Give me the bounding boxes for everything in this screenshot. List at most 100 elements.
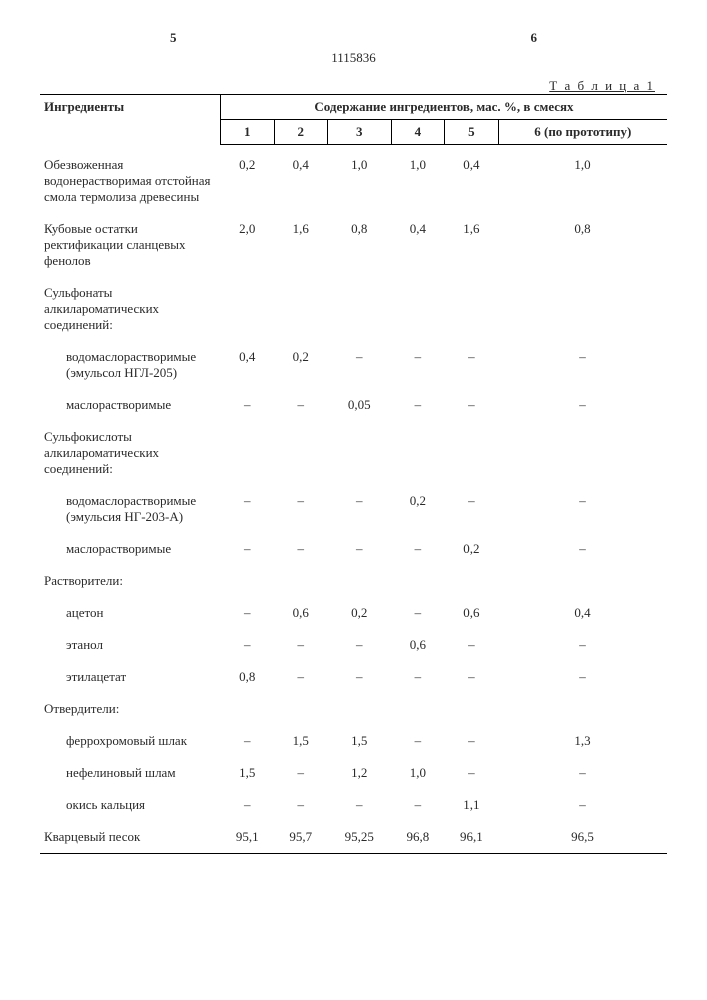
value-cell bbox=[498, 273, 667, 337]
value-cell: 0,6 bbox=[274, 593, 328, 625]
value-cell: – bbox=[498, 753, 667, 785]
document-number: 1115836 bbox=[40, 50, 667, 66]
value-cell bbox=[221, 561, 275, 593]
value-cell: – bbox=[445, 753, 499, 785]
table-row: маслорастворимые––––0,2– bbox=[40, 529, 667, 561]
ingredient-label: Отвердители: bbox=[40, 689, 221, 721]
value-cell: 0,4 bbox=[274, 145, 328, 209]
ingredient-label: маслорастворимые bbox=[40, 529, 221, 561]
value-cell: – bbox=[498, 481, 667, 529]
value-cell bbox=[274, 417, 328, 481]
col-header-ingredient: Ингредиенты bbox=[40, 95, 221, 145]
value-cell bbox=[328, 561, 392, 593]
value-cell: 0,4 bbox=[445, 145, 499, 209]
table-row: Обезвоженная водонерастворимая отстойная… bbox=[40, 145, 667, 209]
table-row: Сульфокислоты алкилароматических соедине… bbox=[40, 417, 667, 481]
value-cell: 1,5 bbox=[274, 721, 328, 753]
ingredient-label: водомаслорастворимые (эмульсия НГ-203-А) bbox=[40, 481, 221, 529]
table-row: маслорастворимые––0,05––– bbox=[40, 385, 667, 417]
table-row: водомаслорастворимые (эмульсол НГЛ-205)0… bbox=[40, 337, 667, 385]
table-row: Кубовые остатки ректификации сланцевых ф… bbox=[40, 209, 667, 273]
value-cell: – bbox=[391, 721, 445, 753]
value-cell: – bbox=[328, 657, 392, 689]
value-cell bbox=[328, 417, 392, 481]
value-cell: – bbox=[445, 385, 499, 417]
value-cell bbox=[221, 417, 275, 481]
value-cell: – bbox=[328, 337, 392, 385]
value-cell: – bbox=[445, 721, 499, 753]
value-cell: 1,0 bbox=[391, 753, 445, 785]
value-cell: 1,6 bbox=[274, 209, 328, 273]
table-row: Отвердители: bbox=[40, 689, 667, 721]
ingredient-label: Кварцевый песок bbox=[40, 817, 221, 854]
value-cell bbox=[391, 689, 445, 721]
value-cell bbox=[274, 273, 328, 337]
ingredient-label: Кубовые остатки ректификации сланцевых ф… bbox=[40, 209, 221, 273]
value-cell: 1,1 bbox=[445, 785, 499, 817]
value-cell: – bbox=[274, 481, 328, 529]
value-cell: – bbox=[445, 481, 499, 529]
value-cell: 0,2 bbox=[221, 145, 275, 209]
ingredient-label: феррохромовый шлак bbox=[40, 721, 221, 753]
table-row: феррохромовый шлак–1,51,5––1,3 bbox=[40, 721, 667, 753]
value-cell bbox=[445, 561, 499, 593]
table-header-row-1: Ингредиенты Содержание ингредиентов, мас… bbox=[40, 95, 667, 120]
table-row: этанол–––0,6–– bbox=[40, 625, 667, 657]
ingredient-label: Сульфокислоты алкилароматических соедине… bbox=[40, 417, 221, 481]
value-cell: 0,4 bbox=[391, 209, 445, 273]
value-cell: 1,0 bbox=[328, 145, 392, 209]
value-cell: – bbox=[274, 753, 328, 785]
value-cell: – bbox=[391, 385, 445, 417]
value-cell bbox=[274, 689, 328, 721]
value-cell: 96,8 bbox=[391, 817, 445, 854]
value-cell: 0,05 bbox=[328, 385, 392, 417]
value-cell: – bbox=[274, 385, 328, 417]
ingredients-table: Ингредиенты Содержание ингредиентов, мас… bbox=[40, 94, 667, 854]
table-row: этилацетат0,8––––– bbox=[40, 657, 667, 689]
value-cell: – bbox=[498, 529, 667, 561]
table-row: Кварцевый песок95,195,795,2596,896,196,5 bbox=[40, 817, 667, 854]
value-cell: 0,8 bbox=[498, 209, 667, 273]
table-row: ацетон–0,60,2–0,60,4 bbox=[40, 593, 667, 625]
value-cell: 0,8 bbox=[328, 209, 392, 273]
value-cell: – bbox=[445, 625, 499, 657]
value-cell: – bbox=[274, 657, 328, 689]
value-cell: 0,6 bbox=[391, 625, 445, 657]
value-cell: 0,2 bbox=[274, 337, 328, 385]
value-cell: – bbox=[274, 529, 328, 561]
value-cell: – bbox=[445, 337, 499, 385]
value-cell: – bbox=[328, 785, 392, 817]
ingredient-label: маслорастворимые bbox=[40, 385, 221, 417]
value-cell: 1,2 bbox=[328, 753, 392, 785]
value-cell bbox=[445, 273, 499, 337]
ingredient-label: окись кальция bbox=[40, 785, 221, 817]
value-cell bbox=[498, 689, 667, 721]
table-body: Обезвоженная водонерастворимая отстойная… bbox=[40, 145, 667, 854]
value-cell: – bbox=[221, 385, 275, 417]
value-cell: – bbox=[221, 785, 275, 817]
value-cell: – bbox=[328, 529, 392, 561]
value-cell: – bbox=[498, 625, 667, 657]
value-cell bbox=[445, 689, 499, 721]
value-cell: – bbox=[445, 657, 499, 689]
col-2: 2 bbox=[274, 120, 328, 145]
col-3: 3 bbox=[328, 120, 392, 145]
value-cell: – bbox=[391, 785, 445, 817]
table-row: нефелиновый шлам1,5–1,21,0–– bbox=[40, 753, 667, 785]
ingredient-label: этанол bbox=[40, 625, 221, 657]
value-cell: 1,3 bbox=[498, 721, 667, 753]
ingredient-label: Сульфонаты алкилароматических соединений… bbox=[40, 273, 221, 337]
value-cell: – bbox=[221, 721, 275, 753]
value-cell: – bbox=[498, 337, 667, 385]
value-cell: – bbox=[274, 625, 328, 657]
value-cell: – bbox=[221, 481, 275, 529]
page-number-left: 5 bbox=[170, 30, 177, 46]
value-cell: – bbox=[328, 625, 392, 657]
value-cell: 0,2 bbox=[328, 593, 392, 625]
value-cell bbox=[274, 561, 328, 593]
value-cell bbox=[328, 273, 392, 337]
value-cell: 0,4 bbox=[221, 337, 275, 385]
page-number-right: 6 bbox=[531, 30, 538, 46]
value-cell bbox=[498, 561, 667, 593]
value-cell: 0,6 bbox=[445, 593, 499, 625]
